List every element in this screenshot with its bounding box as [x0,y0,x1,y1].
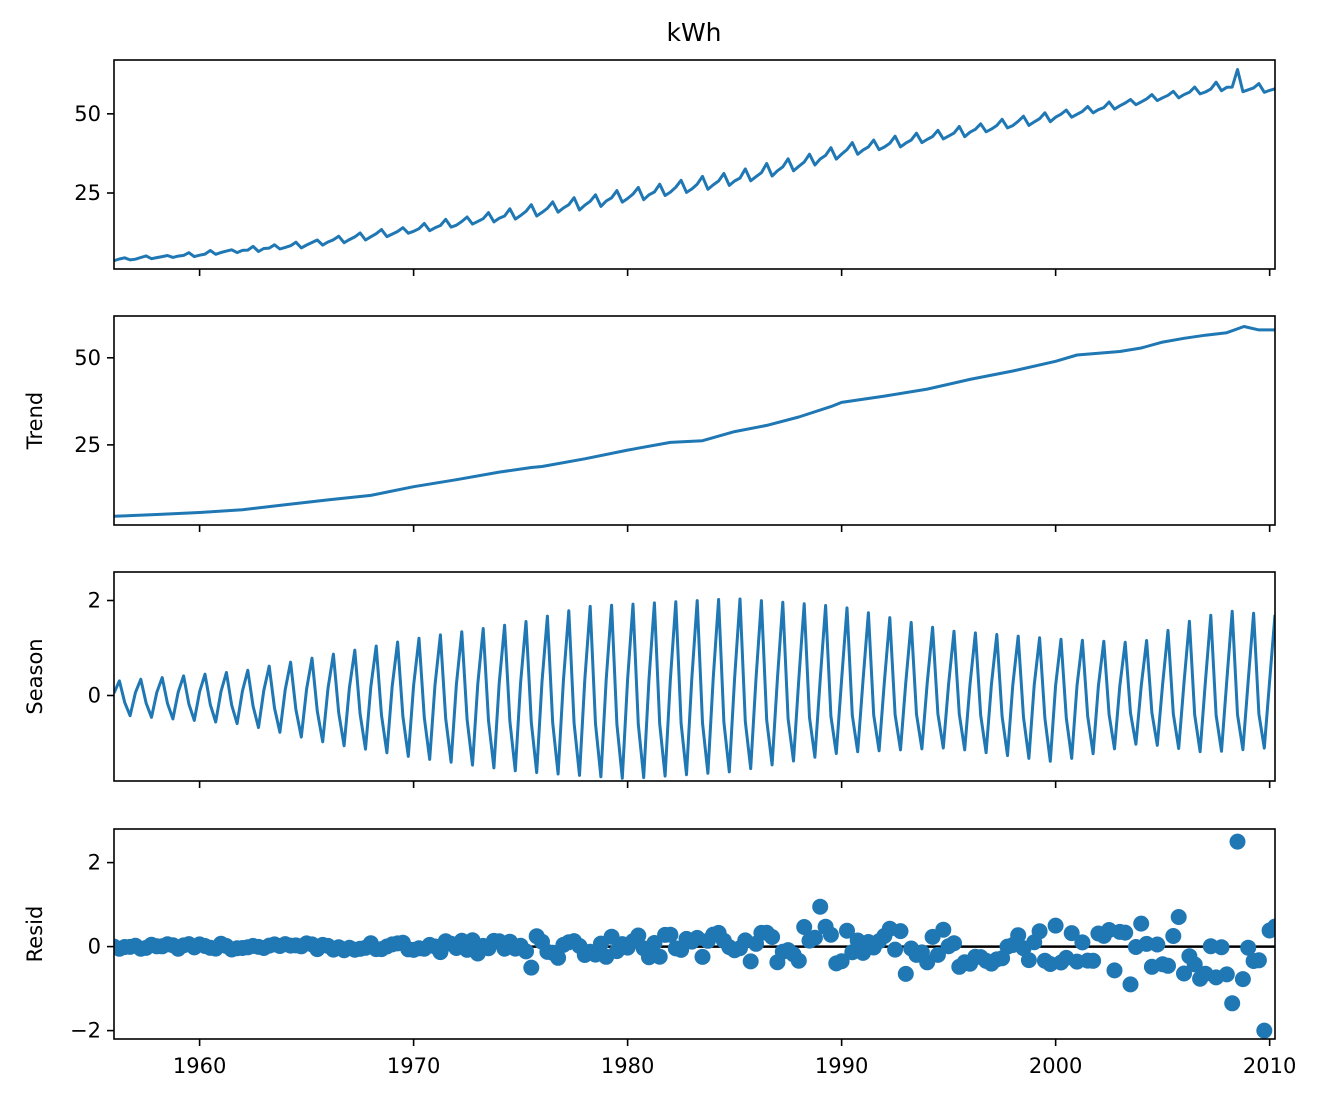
resid-point [1047,917,1064,934]
resid-point [742,953,759,970]
resid-ylabel: Resid [23,906,47,963]
resid-point [1020,952,1037,969]
trend-data [114,325,1275,518]
season-data [114,597,1275,780]
resid-point [1267,918,1275,935]
resid-point [1186,956,1203,973]
resid-point [839,922,855,939]
resid-point [946,935,962,952]
resid-point [1165,928,1182,944]
trend-ytick-label: 50 [74,346,101,370]
resid-point [1256,1022,1273,1039]
resid-data [114,833,1275,1039]
resid-point [1250,952,1267,969]
observed-ytick-label: 25 [74,181,101,205]
resid-point [1218,966,1235,983]
resid-point [630,927,647,944]
resid-point [1229,833,1246,850]
resid-point [1213,939,1230,956]
resid-point [1149,936,1166,953]
resid-point [1010,927,1027,944]
observed-data [114,68,1275,263]
resid-point [806,929,823,946]
resid-ytick-label: −2 [70,1019,101,1043]
resid-point [929,946,946,963]
resid-point [764,929,781,945]
xtick-label: 1980 [601,1054,654,1078]
resid-point [935,921,952,938]
resid-point [1224,995,1241,1012]
resid-point [1160,957,1176,974]
resid-point [887,941,904,958]
resid-point [1234,971,1251,988]
resid-point [518,943,534,960]
observed-ytick-label: 50 [74,102,101,126]
resid-point [1122,976,1139,993]
trend-ylabel: Trend [23,392,47,450]
panel-trend: 25 50 Trend [23,315,1276,532]
resid-point [651,948,668,965]
resid-point [897,965,914,982]
resid-point [833,953,850,970]
season-axes-frame [113,571,1276,782]
resid-point [694,948,711,965]
xtick-label: 2000 [1029,1054,1082,1078]
season-ylabel: Season [23,638,47,714]
resid-point [1085,952,1102,969]
resid-axes-frame [113,828,1276,1040]
trend-axes-frame [113,315,1276,526]
xtick-label: 2010 [1243,1054,1296,1078]
resid-ytick-label: 0 [88,935,101,959]
resid-point [1106,962,1123,979]
season-ytick-label: 0 [88,684,101,708]
observed-axes-frame [113,59,1276,270]
resid-point [1063,925,1080,942]
resid-point [1170,909,1187,925]
panel-resid: −2 0 2 1960 1970 1980 1990 2000 2010 Resid [23,828,1296,1078]
resid-point [1074,934,1091,951]
resid-point [892,923,909,940]
resid-ytick-label: 2 [88,851,101,875]
xtick-label: 1990 [815,1054,868,1078]
resid-point [822,926,839,943]
resid-point [1031,923,1048,940]
resid-point [796,919,813,935]
chart-title: kWh [666,18,721,47]
xtick-label: 1960 [173,1054,226,1078]
resid-point [550,949,567,966]
trend-series-line [114,325,1275,518]
panels-group: 25 50 25 50 Trend 0 2 Season −2 0 2 1960 1970 1980 199… [23,59,1296,1078]
resid-point [1176,965,1192,982]
season-series-line [114,597,1275,780]
xtick-label: 1970 [387,1054,440,1078]
panel-observed: 25 50 [74,59,1276,276]
resid-point [662,926,679,943]
trend-ytick-label: 25 [74,433,101,457]
observed-series-line [114,68,1275,263]
resid-point [1240,939,1257,956]
resid-point [523,959,540,976]
resid-point [1133,915,1150,932]
resid-point [1117,924,1134,941]
panel-season: 0 2 Season [23,571,1276,788]
resid-point [812,898,829,915]
season-ytick-label: 2 [88,589,101,613]
resid-point [790,952,807,969]
